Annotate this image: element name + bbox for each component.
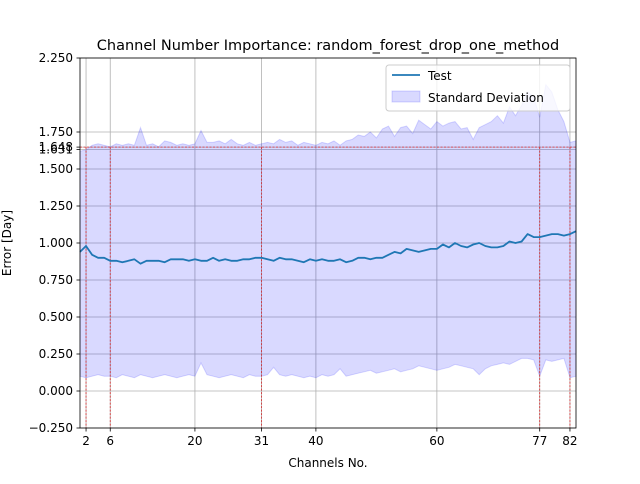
y-tick-label: 1.000 [39,236,73,250]
legend-area-swatch [391,90,421,103]
x-tick-label: 31 [254,434,269,448]
x-axis-ticks: 2 6 20 31 40 60 77 82 [82,428,578,448]
y-tick-label: 0.250 [39,347,73,361]
y-tick-label: 2.250 [39,51,73,65]
x-axis-label: Channels No. [288,456,367,470]
legend: Test Standard Deviation [385,64,571,112]
y-axis-label: Error [Day] [0,210,14,276]
x-tick-label: 82 [562,434,577,448]
series-line-layer [79,230,577,265]
y-tick-label: 1.631 [39,143,73,157]
y-tick-label: 0.750 [39,273,73,287]
y-tick-label: 0.500 [39,310,73,324]
y-tick-label: 1.250 [39,199,73,213]
reference-lines [80,146,576,428]
chart-title: Channel Number Importance: random_forest… [97,38,560,54]
legend-label-std: Standard Deviation [428,91,544,105]
y-tick-label: 0.000 [39,384,73,398]
y-tick-label: −0.250 [29,421,73,435]
y-tick-label: 1.500 [39,162,73,176]
y-tick-label: 1.750 [39,125,73,139]
x-tick-label: 20 [187,434,202,448]
grid-lines [80,57,576,429]
x-tick-label: 2 [82,434,90,448]
legend-label-test: Test [427,69,452,83]
test-series-line [79,230,577,265]
x-tick-label: 40 [308,434,323,448]
legend-box [385,64,571,112]
x-tick-label: 6 [106,434,114,448]
y-tick-label: 1.648 [39,140,73,154]
x-tick-label: 60 [429,434,444,448]
y-axis-ticks: −0.250 0.000 0.250 0.500 0.750 1.000 1.250 1.50… [29,51,80,435]
x-tick-label: 77 [532,434,547,448]
